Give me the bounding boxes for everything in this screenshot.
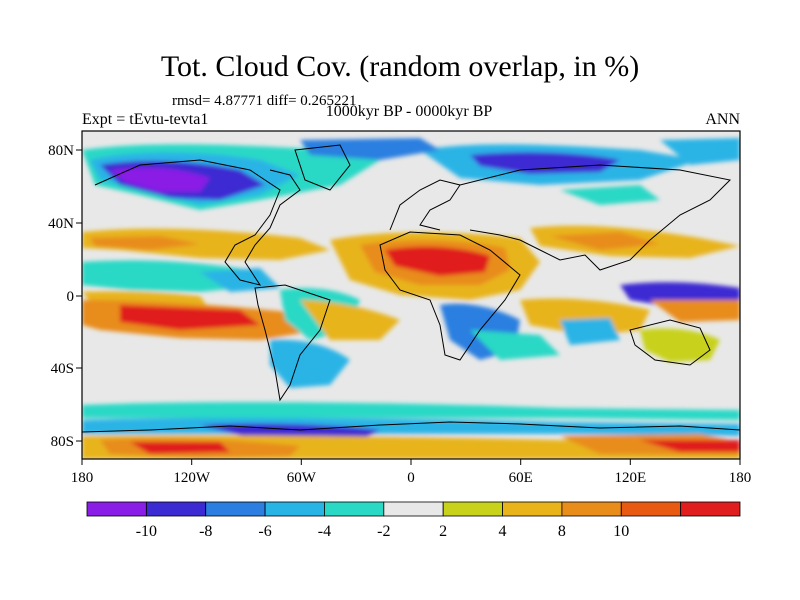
colorbar-label: -2 — [377, 523, 390, 540]
colorbar-label: -6 — [258, 523, 271, 540]
season-label: ANN — [705, 111, 740, 128]
coastline-antarctica — [82, 421, 740, 433]
anomaly-region — [300, 300, 400, 340]
lon-tick-label: 60E — [509, 470, 533, 486]
colorbar-labels: -10 -8 -6 -4 -2 2 4 8 10 — [136, 523, 630, 540]
colorbar-swatch — [205, 501, 266, 517]
colorbar-swatch — [620, 501, 682, 517]
colorbar-label: 4 — [499, 523, 507, 540]
colorbar-label: -4 — [318, 523, 331, 540]
coastlines — [82, 144, 740, 433]
lon-tick-label: 120W — [173, 470, 211, 486]
anomaly-region — [650, 300, 740, 322]
lat-tick-label: 40S — [51, 361, 74, 377]
cloud-anomaly-field — [82, 138, 740, 459]
anomaly-region — [550, 232, 660, 250]
anomaly-region — [470, 330, 560, 360]
lat-tick-label: 40N — [48, 216, 74, 232]
lon-tick-label: 120E — [614, 470, 646, 486]
colorbar-swatch — [442, 501, 503, 517]
colorbar-label: 2 — [439, 523, 447, 540]
lat-tick-label: 80S — [51, 434, 74, 450]
anomaly-region — [640, 328, 720, 362]
period-label: 1000kyr BP - 0000kyr BP — [325, 103, 493, 120]
coastline-greenland — [294, 144, 351, 191]
colorbar-swatch — [680, 501, 741, 517]
anomaly-region — [470, 152, 620, 174]
anomaly-region — [560, 185, 660, 205]
colorbar-swatch — [264, 501, 325, 517]
anomaly-region — [130, 442, 230, 454]
coastline-asia — [459, 164, 732, 271]
experiment-label: Expt = tEvtu-tevta1 — [82, 111, 209, 128]
anomaly-region — [90, 236, 200, 250]
colorbar-label: -10 — [136, 523, 157, 540]
anomaly-region — [300, 138, 440, 160]
anomaly-region — [520, 298, 650, 336]
colorbar-swatch — [502, 501, 563, 517]
lon-tick-label: 180 — [729, 470, 752, 486]
lon-tick-label: 180 — [71, 470, 94, 486]
colorbar-swatch — [561, 501, 622, 517]
colorbar-swatch — [145, 501, 207, 517]
lon-tick-label: 60W — [287, 470, 317, 486]
colorbar-label: 10 — [613, 523, 629, 540]
colorbar-label: -8 — [199, 523, 212, 540]
anomaly-region — [110, 167, 210, 192]
anomaly-region — [640, 440, 740, 452]
anomaly-region — [560, 318, 620, 345]
colorbar-swatch — [324, 501, 385, 517]
colorbar-swatch — [383, 501, 444, 517]
lon-tick-label: 0 — [407, 470, 415, 486]
colorbar — [86, 501, 741, 517]
stats-line: rmsd= 4.87771 diff= 0.265221 — [172, 93, 357, 109]
lat-tick-label: 80N — [48, 143, 74, 159]
colorbar-label: 8 — [558, 523, 566, 540]
map-title: Tot. Cloud Cov. (random overlap, in %) — [160, 50, 640, 83]
coastline-australia — [629, 319, 711, 366]
anomaly-region — [82, 402, 740, 420]
colorbar-swatch — [86, 501, 147, 517]
axis-ticks — [76, 149, 741, 465]
coastline-south-america — [254, 284, 331, 402]
coastline-north-america — [94, 159, 301, 286]
coastline-africa — [379, 231, 521, 361]
anomaly-region — [385, 246, 490, 276]
anomaly-region — [270, 339, 350, 388]
lat-tick-label: 0 — [67, 289, 75, 305]
anomaly-region — [660, 138, 740, 165]
anomaly-region — [120, 305, 260, 330]
